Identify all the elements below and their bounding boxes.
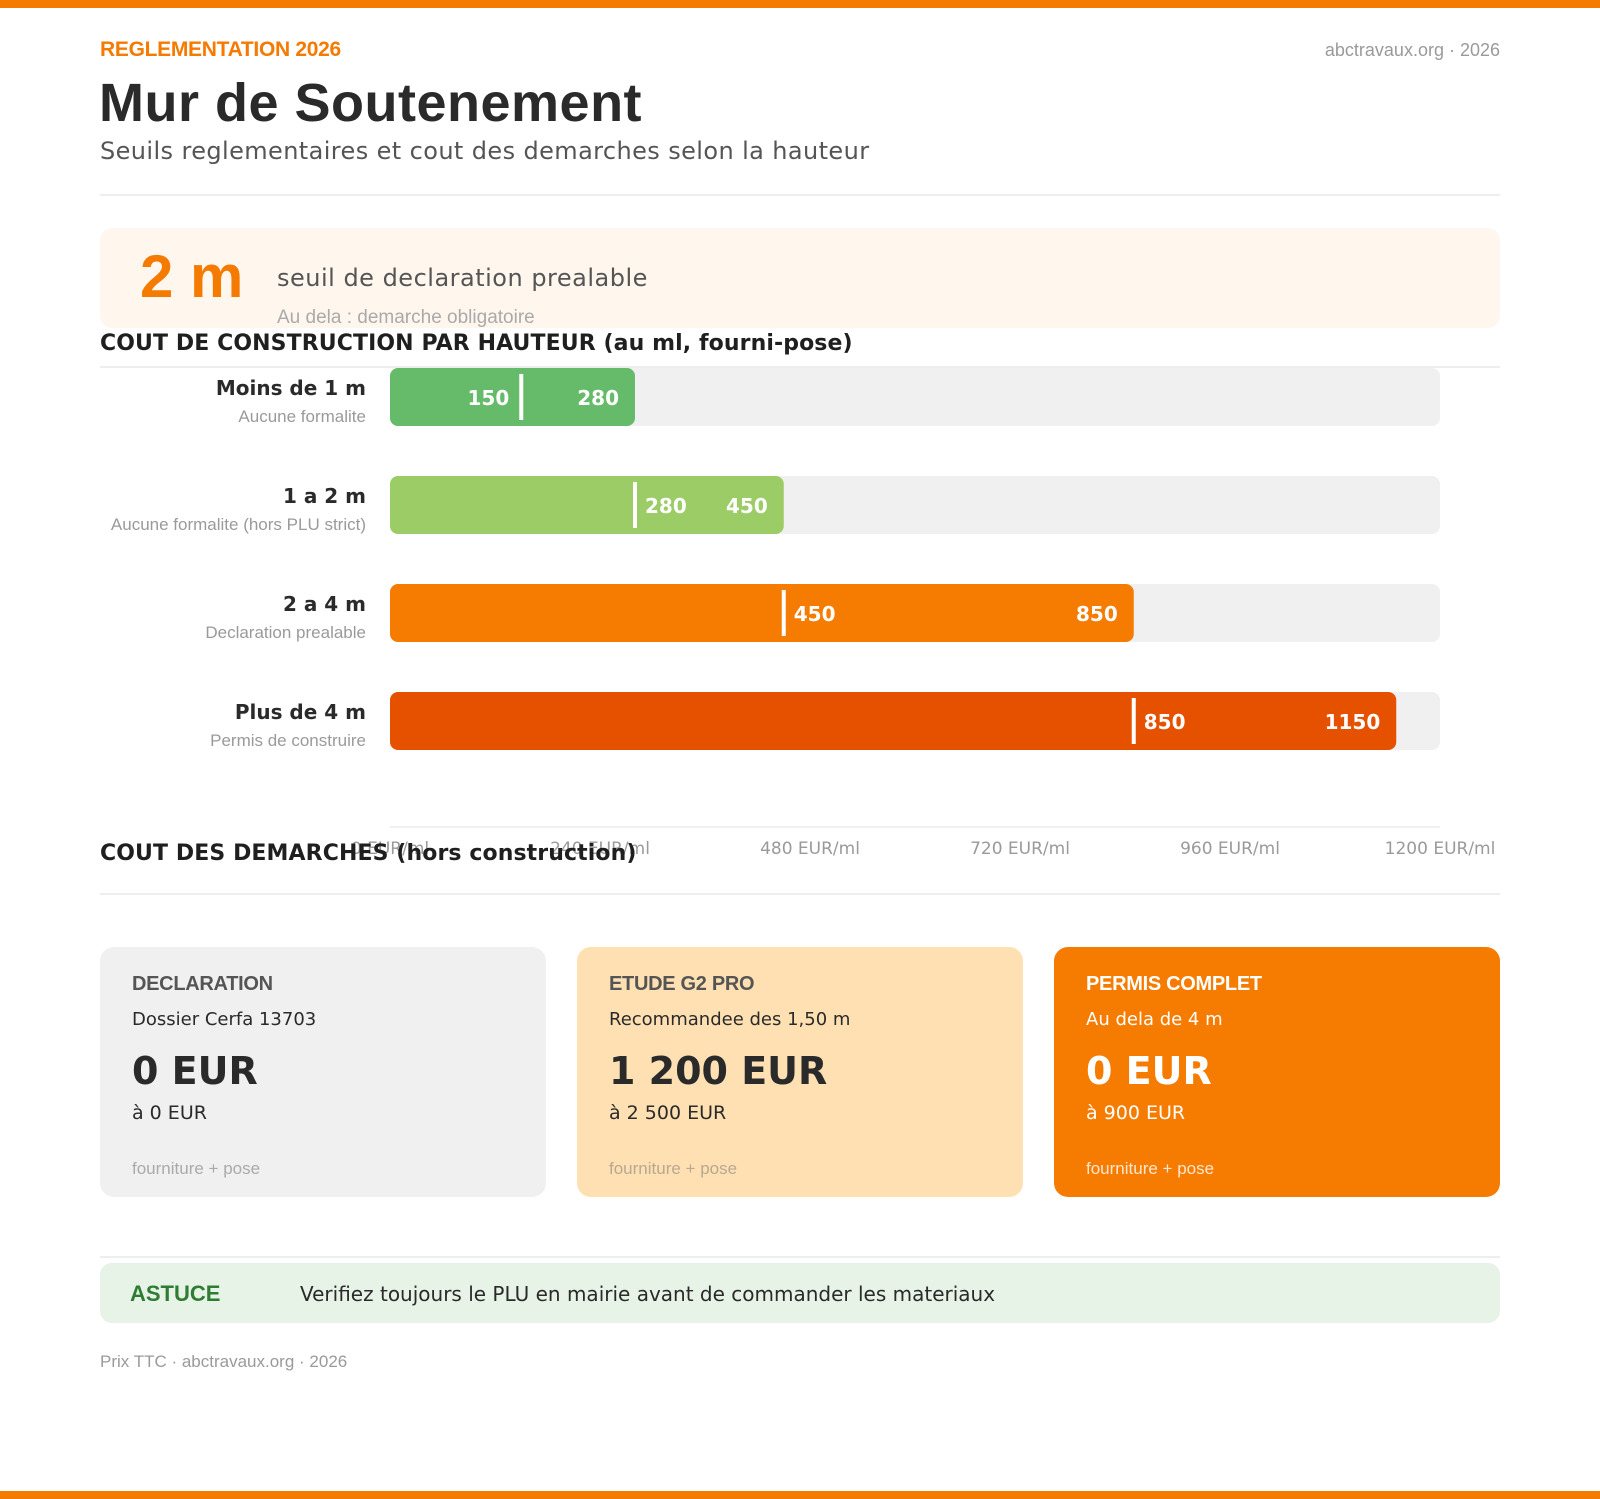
x-tick-label: 0 EUR/ml	[351, 839, 429, 859]
card-footnote: fourniture + pose	[609, 1159, 738, 1178]
bar-0	[390, 368, 635, 426]
row-description: Declaration prealable	[205, 623, 366, 642]
card-title: ETUDE G2 PRO	[609, 973, 755, 995]
row-name: 1 a 2 m	[282, 484, 366, 508]
bar-3	[390, 692, 1397, 750]
row-name: 2 a 4 m	[282, 592, 366, 616]
row-label-2: 2 a 4 m Declaration prealable	[205, 592, 366, 643]
tip-divider	[100, 1256, 1500, 1258]
row-description: Aucune formalite	[238, 407, 366, 426]
bottom-accent-bar	[0, 1491, 1600, 1499]
x-tick-label: 480 EUR/ml	[760, 839, 860, 859]
header-divider	[100, 194, 1500, 196]
footer-credit: Prix TTC · abctravaux.org · 2026	[100, 1352, 348, 1371]
card-range: à 0 EUR	[132, 1102, 207, 1124]
threshold-subtext: Au dela : demarche obligatoire	[277, 307, 535, 328]
min-value-label: 280	[645, 494, 687, 518]
x-axis-line	[390, 826, 1440, 828]
construction-divider	[100, 366, 1500, 368]
max-value-label: 450	[726, 494, 768, 518]
max-value-label: 850	[1076, 602, 1118, 626]
threshold-callout	[100, 228, 1500, 328]
eyebrow-label: REGLEMENTATION 2026	[100, 38, 341, 61]
top-accent-bar	[0, 0, 1600, 8]
min-marker	[781, 590, 786, 636]
tip-box: ASTUCE Verifiez toujours le PLU en mairi…	[100, 1263, 1500, 1323]
card-subtitle: Recommandee des 1,50 m	[609, 1009, 851, 1030]
x-tick-label: 1200 EUR/ml	[1385, 839, 1496, 859]
min-value-label: 450	[794, 602, 836, 626]
card-footnote: fourniture + pose	[132, 1159, 261, 1178]
page-subtitle: Seuils reglementaires et cout des demarc…	[100, 137, 870, 165]
card-subtitle: Dossier Cerfa 13703	[132, 1009, 317, 1030]
threshold-text: seuil de declaration prealable	[277, 264, 648, 292]
card-footnote: fourniture + pose	[1086, 1159, 1215, 1178]
card-title: DECLARATION	[132, 973, 273, 995]
bar-track	[390, 368, 1440, 426]
bar-2	[390, 584, 1134, 642]
card-subtitle: Au dela de 4 m	[1086, 1009, 1223, 1030]
row-name: Moins de 1 m	[215, 376, 366, 400]
x-tick-label: 240 EUR/ml	[550, 839, 650, 859]
card-range: à 2 500 EUR	[609, 1102, 727, 1124]
tip-label: ASTUCE	[130, 1281, 221, 1306]
row-name: Plus de 4 m	[234, 700, 366, 724]
row-description: Permis de construire	[210, 731, 366, 750]
site-credit: abctravaux.org · 2026	[1324, 40, 1500, 60]
max-value-label: 1150	[1325, 710, 1381, 734]
card-price: 0 EUR	[132, 1049, 258, 1093]
max-value-label: 280	[577, 386, 619, 410]
min-value-label: 850	[1144, 710, 1186, 734]
x-tick-label: 960 EUR/ml	[1180, 839, 1280, 859]
demarches-divider	[100, 893, 1500, 895]
card-declaration: DECLARATION Dossier Cerfa 13703 0 EUR à …	[100, 947, 546, 1197]
card-title: PERMIS COMPLET	[1086, 973, 1262, 995]
card-range: à 900 EUR	[1086, 1102, 1186, 1124]
min-value-label: 150	[468, 386, 510, 410]
min-marker	[633, 482, 637, 528]
card-permis-complet: PERMIS COMPLET Au dela de 4 m 0 EUR à 90…	[1054, 947, 1500, 1197]
row-label-1: 1 a 2 m Aucune formalite (hors PLU stric…	[111, 484, 366, 535]
row-label-0: Moins de 1 m Aucune formalite	[216, 376, 366, 427]
page-title: Mur de Soutenement	[99, 73, 643, 133]
card-etude-g2: ETUDE G2 PRO Recommandee des 1,50 m 1 20…	[577, 947, 1023, 1197]
row-description: Aucune formalite (hors PLU strict)	[110, 515, 366, 534]
row-label-3: Plus de 4 m Permis de construire	[210, 700, 366, 751]
min-marker	[519, 374, 524, 420]
bar-1	[390, 476, 784, 534]
construction-cost-chart: 150 280 280 450 450 850 850 1150 0 EUR/ml 240 EUR…	[351, 368, 1496, 859]
x-tick-label: 720 EUR/ml	[970, 839, 1070, 859]
min-marker	[1131, 698, 1136, 744]
construction-section-title: COUT DE CONSTRUCTION PAR HAUTEUR (au ml,…	[100, 331, 853, 356]
threshold-value: 2 m	[140, 243, 244, 310]
card-price: 1 200 EUR	[609, 1049, 828, 1093]
tip-text: Verifiez toujours le PLU en mairie avant…	[300, 1282, 996, 1306]
demarches-section-title: COUT DES DEMARCHES (hors construction)	[100, 841, 637, 866]
demarches-cards: DECLARATION Dossier Cerfa 13703 0 EUR à …	[100, 947, 1500, 1197]
card-price: 0 EUR	[1086, 1049, 1212, 1093]
